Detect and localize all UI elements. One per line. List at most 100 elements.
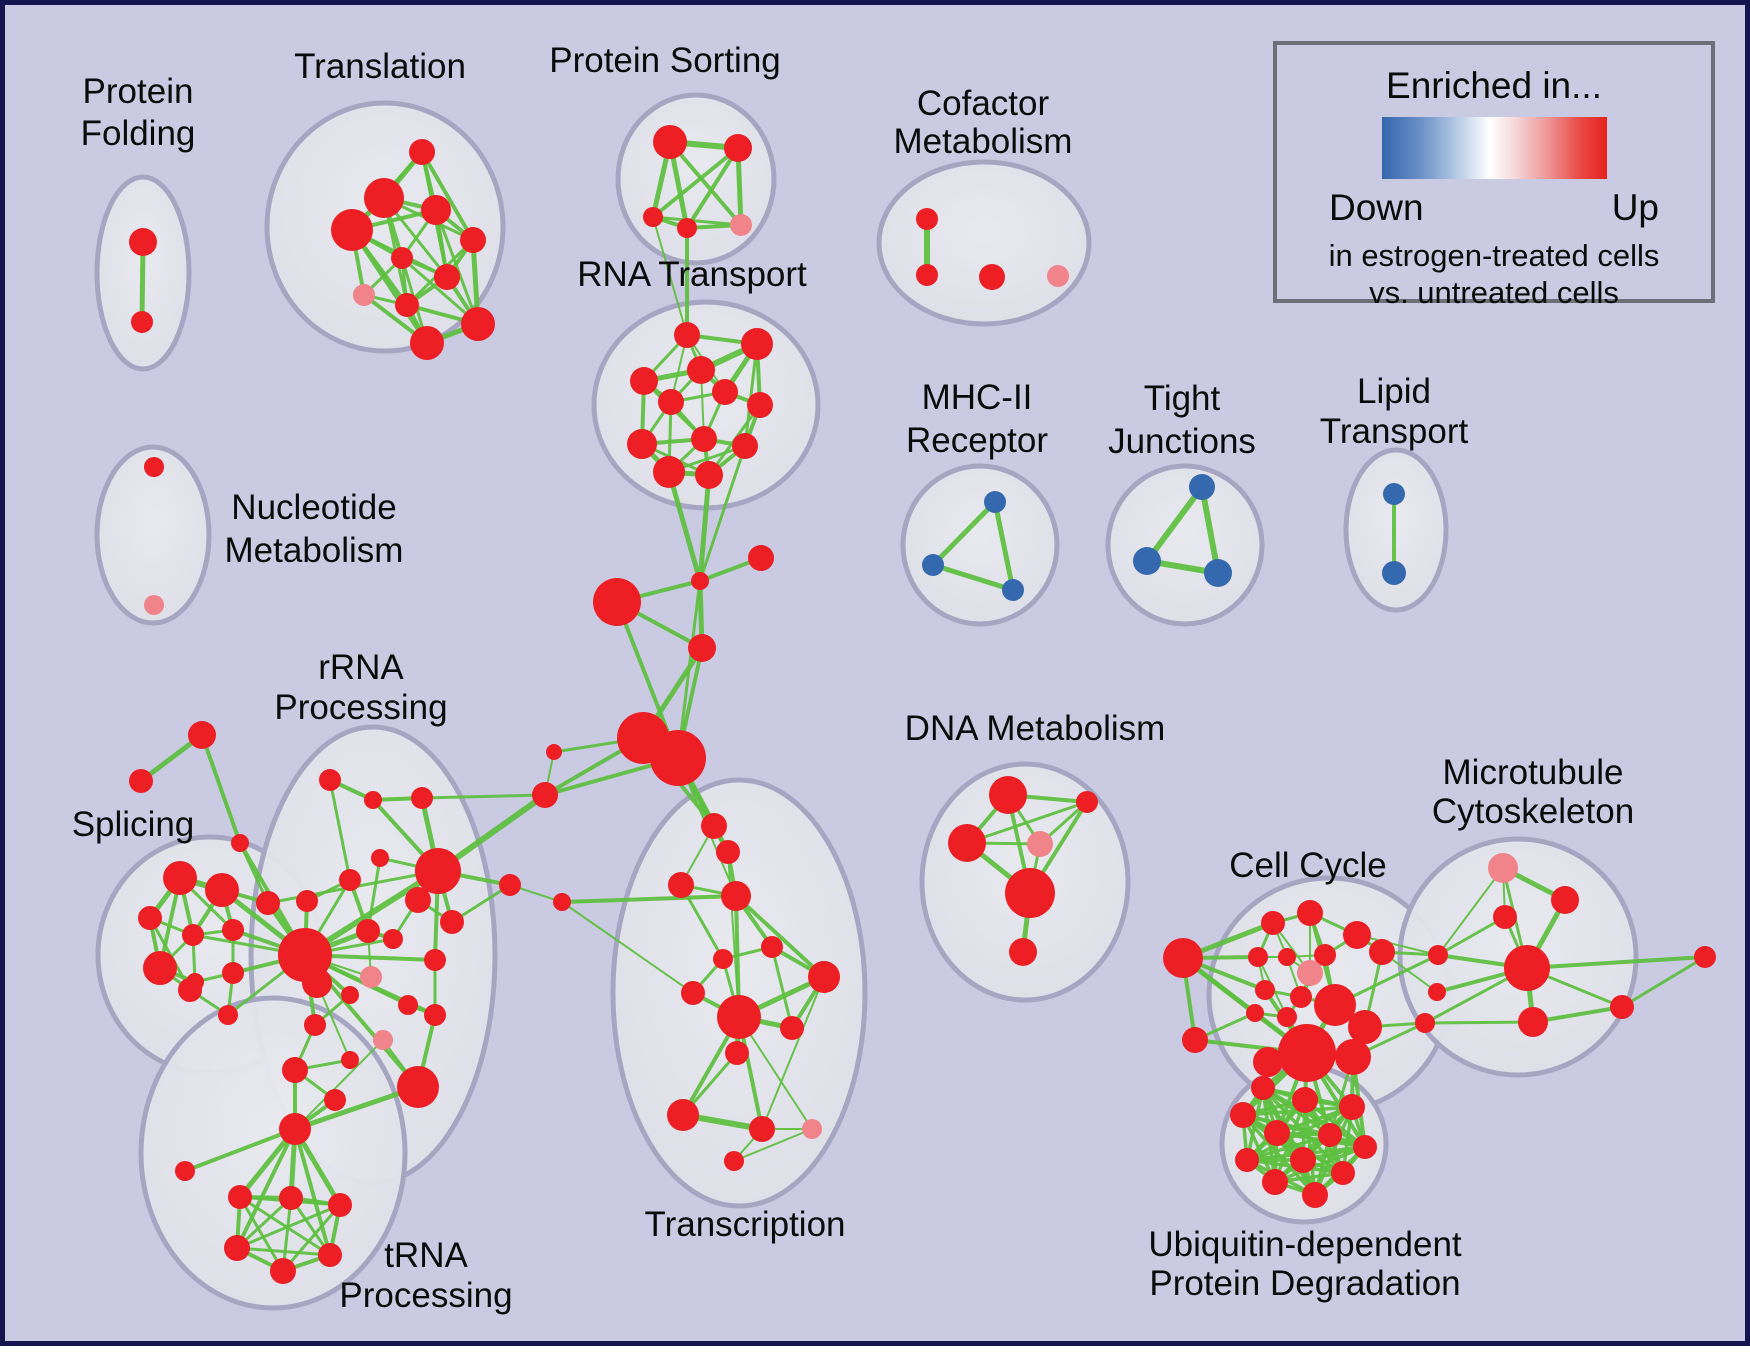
node-dm1	[989, 776, 1027, 814]
node-m2	[1493, 905, 1517, 929]
node-rr8	[383, 929, 403, 949]
node-cc6	[1314, 944, 1336, 966]
node-rr14	[424, 1004, 446, 1026]
cluster-label-translation: Translation	[294, 47, 466, 86]
node-bigM	[1504, 945, 1550, 991]
node-ccbl	[1182, 1027, 1208, 1053]
edge	[1437, 867, 1504, 956]
edge	[668, 140, 743, 227]
node-ub8	[1235, 1148, 1259, 1172]
cluster-ellipse-mhc-ii-receptor	[900, 463, 1060, 627]
cluster-label-microtubule-cytoskeleton: Microtubule Cytoskeleton	[1432, 753, 1634, 831]
node-j1	[691, 572, 709, 590]
node-tj3	[1204, 559, 1232, 587]
node-rr11	[424, 949, 446, 971]
node-tn3	[328, 1193, 352, 1217]
edge	[292, 1084, 421, 1132]
edge	[652, 216, 688, 336]
node-sp9	[256, 891, 280, 915]
node-rrp1	[360, 966, 382, 988]
node-cf4	[1047, 265, 1069, 287]
node-dm2	[1076, 791, 1098, 813]
node-g2	[650, 730, 706, 786]
cluster-label-trna-processing: tRNA Processing	[339, 1236, 512, 1315]
edge	[930, 562, 1016, 593]
node-m5	[1694, 946, 1716, 968]
node-mh1	[984, 491, 1006, 513]
node-cclob	[1253, 1047, 1283, 1077]
node-tr7	[434, 264, 460, 290]
node-t2	[716, 840, 740, 864]
node-cc8	[1290, 986, 1312, 1008]
legend-down-label: Down	[1329, 187, 1424, 228]
edge	[420, 793, 547, 800]
edge	[698, 444, 747, 583]
node-sp4	[182, 924, 204, 946]
node-t11	[725, 1041, 749, 1065]
edge	[235, 1246, 332, 1257]
node-trh	[279, 1113, 311, 1145]
node-rt4	[687, 356, 715, 384]
node-rr6	[296, 890, 318, 912]
node-cc9	[1246, 1004, 1264, 1022]
edge	[743, 342, 759, 448]
edge	[294, 1039, 384, 1130]
node-cc11	[1369, 939, 1395, 965]
cluster-ellipse-nucleotide-metabolism	[94, 444, 212, 626]
node-ub12	[1302, 1182, 1328, 1208]
node-d	[532, 782, 558, 808]
legend-box: Enriched in... Down Up in estrogen-treat…	[1273, 41, 1715, 310]
legend-updown-row: Down Up	[1329, 187, 1659, 229]
edge	[420, 150, 475, 242]
cluster-ellipse-tight-junctions	[1105, 463, 1265, 627]
node-tj2	[1133, 547, 1161, 575]
cluster-label-cofactor-metabolism: Cofactor Metabolism	[894, 84, 1073, 161]
legend-up-label: Up	[1611, 187, 1659, 228]
node-cc5	[1278, 948, 1296, 966]
node-tr8	[353, 284, 375, 306]
edge	[235, 1127, 297, 1250]
node-t1	[701, 813, 727, 839]
cluster-label-mhc-ii-receptor: MHC-II Receptor	[906, 378, 1048, 460]
node-gA	[1278, 1024, 1336, 1082]
legend-caption-line1: in estrogen-treated cells	[1328, 238, 1660, 273]
node-ub2	[1292, 1087, 1318, 1113]
node-bigL	[593, 578, 641, 626]
node-rr4	[371, 849, 389, 867]
node-t15	[724, 1151, 744, 1171]
edge	[734, 894, 826, 979]
node-rn1	[748, 545, 774, 571]
edge	[733, 1128, 813, 1162]
edge	[1525, 955, 1707, 970]
node-cf1	[916, 208, 938, 230]
edge	[685, 146, 740, 230]
node-sp6	[143, 951, 177, 985]
edge	[328, 778, 352, 882]
node-rt10	[732, 433, 758, 459]
cluster-label-protein-sorting: Protein Sorting	[549, 41, 781, 80]
node-ps4	[677, 218, 697, 238]
node-ub5	[1264, 1120, 1290, 1146]
node-nm1	[144, 457, 164, 477]
edge	[183, 1127, 297, 1173]
node-rt2	[741, 328, 773, 360]
node-mh2	[922, 554, 944, 576]
edge	[965, 800, 1089, 845]
node-pf2	[131, 311, 153, 333]
node-rt8	[627, 429, 657, 459]
node-rt7	[747, 392, 773, 418]
node-ub4	[1230, 1102, 1256, 1128]
node-ub3	[1339, 1094, 1365, 1120]
node-cc2	[1297, 900, 1323, 926]
edge	[238, 1195, 285, 1273]
cluster-label-nucleotide-metabolism: Nucleotide Metabolism	[225, 488, 404, 570]
edge	[1144, 484, 1205, 564]
node-ccp	[1297, 960, 1323, 986]
node-sp1	[163, 861, 197, 895]
node-rr5	[339, 869, 361, 891]
node-dm5	[1005, 868, 1055, 918]
node-tr6	[391, 247, 413, 269]
node-rr17	[282, 1057, 308, 1083]
edge	[1531, 1005, 1624, 1024]
